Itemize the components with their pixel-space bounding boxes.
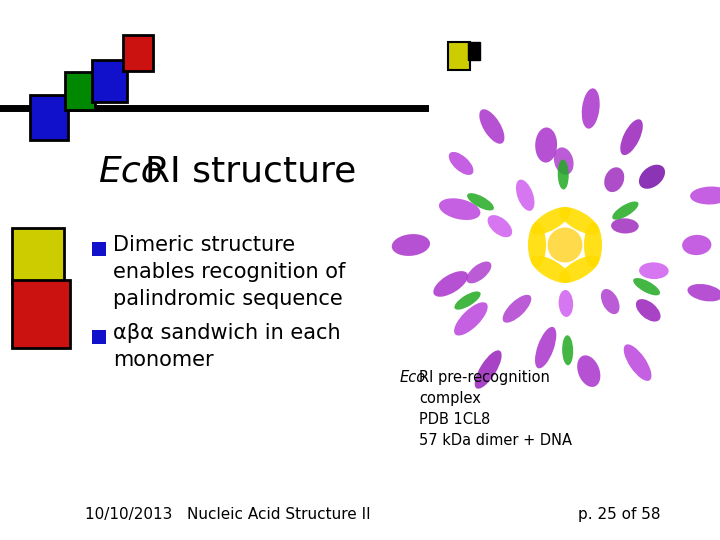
- Ellipse shape: [392, 234, 430, 256]
- Ellipse shape: [559, 207, 599, 234]
- Ellipse shape: [633, 278, 660, 295]
- Bar: [92, 242, 106, 256]
- Bar: [30, 95, 68, 140]
- Ellipse shape: [535, 127, 557, 163]
- Bar: [92, 60, 127, 102]
- Bar: [468, 42, 480, 60]
- Ellipse shape: [690, 186, 720, 205]
- Text: p. 25 of 58: p. 25 of 58: [577, 507, 660, 522]
- Ellipse shape: [611, 218, 639, 233]
- Ellipse shape: [562, 335, 573, 365]
- Text: αβα sandwich in each
monomer: αβα sandwich in each monomer: [113, 323, 341, 370]
- Ellipse shape: [528, 222, 546, 267]
- Bar: [65, 72, 95, 110]
- Ellipse shape: [584, 222, 602, 267]
- Ellipse shape: [480, 109, 505, 144]
- Ellipse shape: [449, 152, 474, 175]
- Ellipse shape: [531, 207, 571, 234]
- Text: Dimeric structure
enables recognition of
palindromic sequence: Dimeric structure enables recognition of…: [113, 235, 346, 309]
- Ellipse shape: [636, 299, 660, 322]
- Text: 10/10/2013   Nucleic Acid Structure II: 10/10/2013 Nucleic Acid Structure II: [85, 507, 371, 522]
- Ellipse shape: [559, 255, 599, 283]
- Ellipse shape: [559, 290, 573, 317]
- Bar: [123, 35, 153, 71]
- Ellipse shape: [554, 147, 574, 175]
- Ellipse shape: [639, 165, 665, 189]
- Text: Eco: Eco: [98, 155, 163, 189]
- Bar: [448, 42, 470, 70]
- Ellipse shape: [624, 345, 652, 381]
- Ellipse shape: [433, 271, 468, 297]
- Ellipse shape: [547, 227, 582, 262]
- Ellipse shape: [487, 215, 512, 237]
- Ellipse shape: [639, 262, 669, 279]
- Ellipse shape: [688, 284, 720, 301]
- Ellipse shape: [535, 327, 557, 368]
- Ellipse shape: [601, 289, 619, 314]
- Ellipse shape: [582, 89, 600, 129]
- Ellipse shape: [531, 255, 571, 283]
- Ellipse shape: [503, 295, 531, 323]
- Ellipse shape: [454, 292, 481, 309]
- Ellipse shape: [558, 159, 569, 190]
- Ellipse shape: [467, 193, 494, 211]
- Bar: [92, 330, 106, 344]
- Text: Eco: Eco: [400, 370, 426, 385]
- Ellipse shape: [612, 201, 639, 220]
- Ellipse shape: [577, 355, 600, 387]
- Ellipse shape: [454, 302, 487, 335]
- Ellipse shape: [682, 235, 711, 255]
- Ellipse shape: [439, 198, 480, 220]
- Ellipse shape: [467, 261, 491, 284]
- Ellipse shape: [604, 167, 624, 192]
- Bar: [12, 280, 70, 348]
- Bar: [12, 228, 64, 283]
- Text: RI pre-recognition
complex
PDB 1CL8
57 kDa dimer + DNA: RI pre-recognition complex PDB 1CL8 57 k…: [419, 370, 572, 448]
- Ellipse shape: [516, 180, 534, 211]
- Ellipse shape: [474, 350, 502, 389]
- Text: RI structure: RI structure: [145, 155, 356, 189]
- Ellipse shape: [621, 119, 643, 155]
